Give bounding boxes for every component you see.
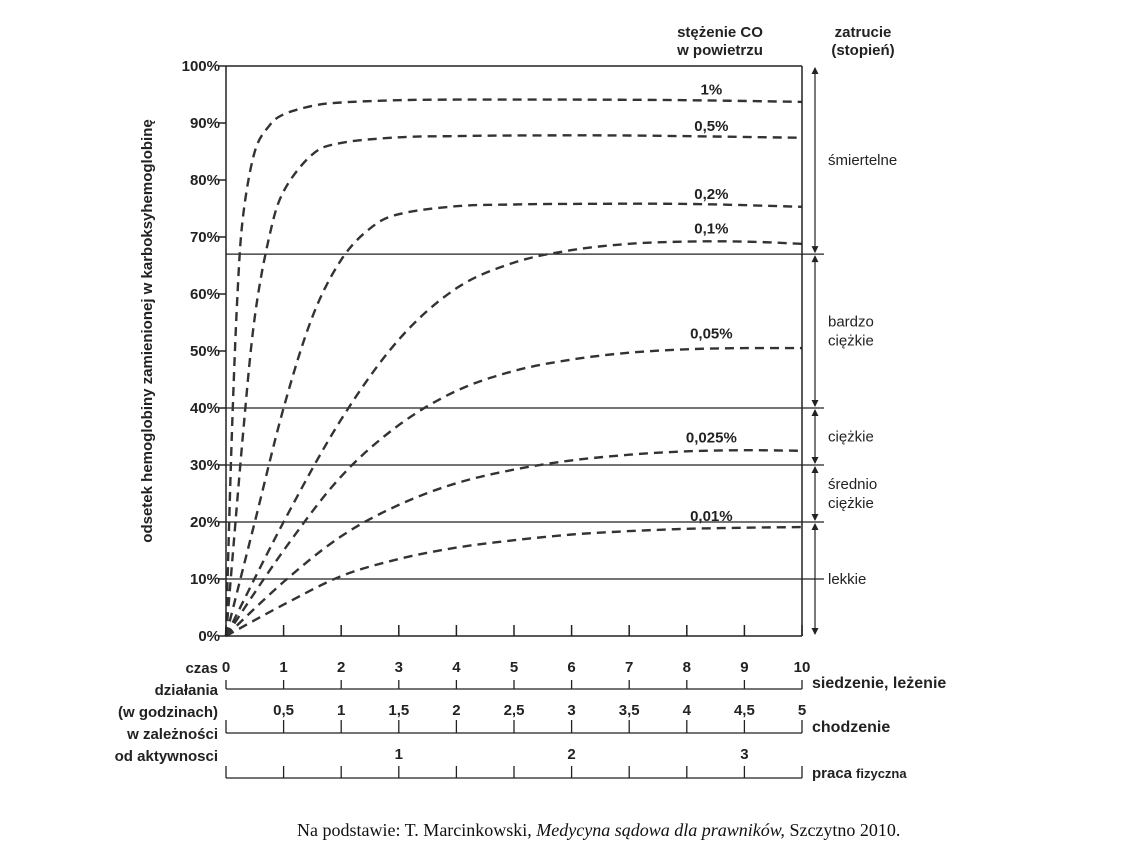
axis-label-physical-work: praca fizyczna — [812, 765, 907, 782]
y-tick-label: 80% — [190, 172, 220, 189]
series-labels: 1% 0,5% 0,2% 0,1% 0,05% 0,025% 0,01% — [686, 82, 737, 525]
legend-title-line-2: w powietrzu — [676, 42, 763, 59]
y-tick-label: 0% — [198, 628, 220, 645]
series-line — [224, 98, 803, 637]
severity-arrow-up — [811, 255, 819, 263]
physical-work-tick-label: 3 — [740, 746, 748, 763]
x-title-line-4: w zależności — [126, 726, 218, 743]
severity-title: zatrucie (stopień) — [831, 24, 894, 59]
x-tick-label: 0 — [222, 659, 230, 676]
walking-tick-label: 5 — [798, 702, 806, 719]
series-line — [225, 525, 803, 638]
severity-arrow-up — [811, 466, 819, 473]
x-tick-label: 3 — [395, 659, 403, 676]
series-line — [224, 202, 803, 637]
y-tick-label: 50% — [190, 343, 220, 360]
curves — [224, 98, 803, 638]
severity-arrow-down — [811, 628, 819, 635]
physical-work-tick-label: 2 — [567, 746, 575, 763]
severity-label: lekkie — [828, 571, 866, 588]
source-citation: Na podstawie: T. Marcinkowski, Medycyna … — [297, 820, 900, 841]
series-label: 0,2% — [694, 186, 728, 203]
severity-arrow-down — [811, 457, 819, 464]
x-tick-label: 1 — [279, 659, 287, 676]
axis-label-walking: chodzenie — [812, 719, 890, 736]
series-label: 0,1% — [694, 221, 728, 238]
x-axis-title: czas działania (w godzinach) w zależnośc… — [115, 660, 219, 765]
walking-tick-label: 1,5 — [388, 702, 409, 719]
walking-tick-label: 4 — [683, 702, 692, 719]
y-tick-label: 10% — [190, 571, 220, 588]
x-tick-label: 4 — [452, 659, 461, 676]
severity-arrow-down — [811, 400, 819, 407]
walking-tick-label: 3 — [567, 702, 575, 719]
series-label: 0,05% — [690, 326, 733, 343]
walking-tick-label: 1 — [337, 702, 345, 719]
series-line — [224, 134, 803, 637]
y-axis-title: odsetek hemoglobiny zamienionej w karbok… — [139, 119, 156, 542]
y-tick-label: 30% — [190, 457, 220, 474]
severity-scale: śmiertelne bardzo ciężkie ciężkie średnio cię… — [811, 67, 897, 635]
physical-work-main: praca — [812, 765, 853, 782]
y-ticks: 0% 10% 20% 30% 40% 50% 60% 70% 80% 90% 100% — [182, 58, 226, 645]
threshold-lines — [226, 253, 824, 580]
source-prefix: Na podstawie: T. Marcinkowski, — [297, 820, 537, 840]
series-line — [224, 240, 803, 637]
legend-title: stężenie CO w powietrzu — [676, 24, 763, 59]
y-tick-label: 90% — [190, 115, 220, 132]
y-tick-label: 60% — [190, 286, 220, 303]
series-label: 0,5% — [694, 118, 728, 135]
y-tick-label: 100% — [182, 58, 220, 75]
series-line — [225, 448, 803, 637]
physical-work-small: fizyczna — [856, 766, 907, 781]
severity-arrow-up — [811, 67, 819, 74]
x-tick-label: 10 — [794, 659, 811, 676]
x-tick-label: 5 — [510, 659, 518, 676]
severity-label: bardzo — [828, 314, 874, 331]
severity-title-line-2: (stopień) — [831, 42, 894, 59]
x-tick-label: 7 — [625, 659, 633, 676]
severity-arrow-down — [811, 514, 819, 521]
severity-label: ciężkie — [828, 333, 874, 350]
walking-tick-label: 3,5 — [619, 702, 640, 719]
axis-label-sitting: siedzenie, leżenie — [812, 675, 946, 692]
severity-arrow-down — [811, 246, 819, 254]
activity-axes: 0,5 1 1,5 2 2,5 3 3,5 4 4,5 5 1 2 3 — [225, 680, 806, 779]
severity-label: ciężkie — [828, 495, 874, 512]
physical-work-tick-label: 1 — [395, 746, 403, 763]
walking-tick-label: 4,5 — [734, 702, 755, 719]
walking-tick-label: 2,5 — [504, 702, 525, 719]
x-title-line-3: (w godzinach) — [118, 704, 218, 721]
y-tick-label: 70% — [190, 229, 220, 246]
series-label: 0,025% — [686, 430, 737, 447]
axis-frame — [225, 65, 803, 637]
severity-title-line-1: zatrucie — [835, 24, 892, 41]
series-label: 1% — [701, 82, 723, 99]
series-line — [225, 346, 803, 637]
severity-label: śmiertelne — [828, 152, 897, 169]
x-title-line-5: od aktywnosci — [115, 748, 218, 765]
source-suffix: Szczytno 2010. — [784, 820, 901, 840]
severity-label: ciężkie — [828, 429, 874, 446]
severity-arrow-up — [811, 409, 819, 416]
y-tick-label: 40% — [190, 400, 220, 417]
x-ticks-main: 0 1 2 3 4 5 6 7 8 9 10 — [222, 625, 811, 676]
legend-title-line-1: stężenie CO — [677, 24, 763, 41]
severity-label: średnio — [828, 476, 877, 493]
x-title-line-1: czas — [185, 660, 218, 677]
series-label: 0,01% — [690, 508, 733, 525]
x-tick-label: 8 — [683, 659, 691, 676]
source-title: Medycyna sądowa dla prawników, — [536, 820, 785, 840]
x-tick-label: 2 — [337, 659, 345, 676]
y-tick-label: 20% — [190, 514, 220, 531]
severity-arrow-up — [811, 523, 819, 530]
x-tick-label: 6 — [567, 659, 575, 676]
walking-tick-label: 0,5 — [273, 702, 294, 719]
x-tick-label: 9 — [740, 659, 748, 676]
walking-tick-label: 2 — [452, 702, 460, 719]
x-title-line-2: działania — [155, 682, 219, 699]
